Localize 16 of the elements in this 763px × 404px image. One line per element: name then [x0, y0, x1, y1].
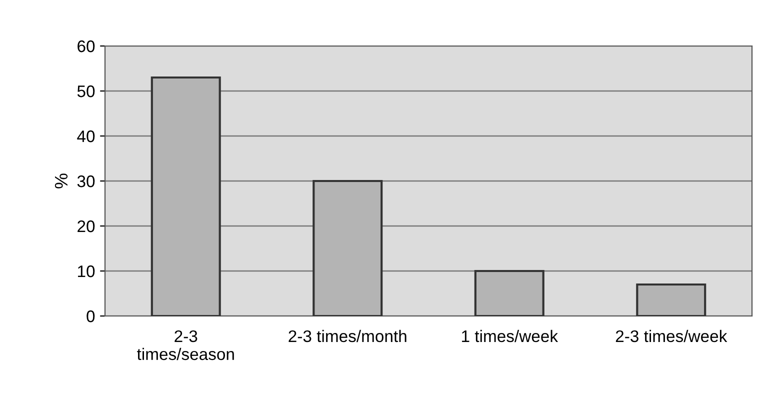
y-tick-label: 20 — [78, 220, 95, 232]
x-tick-label: 2-3 times/season — [137, 330, 234, 360]
y-tick-label: 30 — [77, 175, 95, 188]
y-tick-label: 60 — [78, 40, 95, 52]
x-tick-label: 2-3 times/week — [616, 330, 728, 342]
y-tick-label: 50 — [77, 85, 95, 98]
y-axis-title: % — [54, 174, 68, 188]
bar — [312, 180, 383, 316]
x-tick-label: 2-3 times/month — [288, 330, 406, 342]
bar — [636, 283, 706, 316]
bar — [150, 76, 221, 316]
y-tick-label: 10 — [78, 265, 95, 278]
y-tick-label: 40 — [77, 130, 95, 142]
x-tick-label: 1 times/week — [462, 330, 558, 342]
y-tick-label: 0 — [86, 310, 95, 322]
bar — [474, 270, 544, 316]
